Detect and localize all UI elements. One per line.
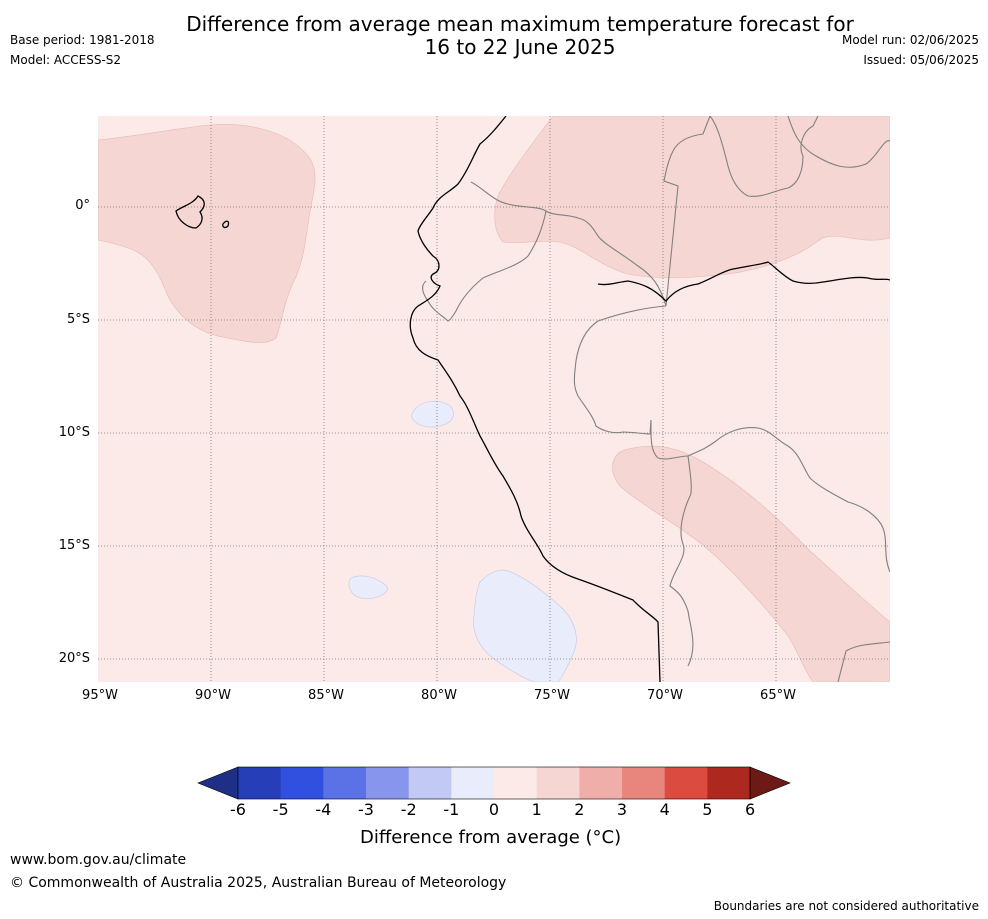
lat-label-0: 0° [75,198,90,213]
cool-region-offshore-large [473,569,577,682]
issued-date: Issued: 05/06/2025 [863,53,979,67]
meta-left: Base period: 1981-2018 Model: ACCESS-S2 [10,30,155,70]
lon-label-90w: 90°W [195,688,231,703]
lon-label-65w: 65°W [760,688,796,703]
colorbar-segment [664,767,708,799]
colorbar-segment [366,767,410,799]
colorbar-segment [707,767,751,799]
colorbar-segment [280,767,324,799]
colorbar-tick-label: -1 [443,800,460,819]
map-title-line2: 16 to 22 June 2025 [424,35,616,59]
lon-label-95w: 95°W [82,688,118,703]
warm-region-bolivia [612,445,890,682]
warm-region-galapagos [98,124,316,343]
forecast-map [98,116,890,682]
colorbar-title: Difference from average (°C) [360,827,622,848]
map-title-line1: Difference from average mean maximum tem… [186,12,854,36]
lon-label-80w: 80°W [421,688,457,703]
map-title: Difference from average mean maximum tem… [0,13,988,59]
coastlines [175,116,890,682]
meta-right: Model run: 02/06/2025 Issued: 05/06/2025 [842,30,979,70]
lon-label-70w: 70°W [647,688,683,703]
colorbar-tick-label: 3 [616,800,628,819]
colorbar-tick-label: 2 [574,800,585,819]
colorbar-segment [451,767,495,799]
lon-label-85w: 85°W [308,688,344,703]
model-run: Model run: 02/06/2025 [841,33,979,47]
colorbar-tick-label: 1 [531,800,542,819]
colorbar-segment [238,767,282,799]
colorbar-segment [494,767,538,799]
colorbar-extend-high [749,766,791,800]
lat-label-15s: 15°S [58,538,90,553]
cool-region-offshore-small [348,575,388,600]
colorbar-tick-label: 5 [702,800,713,819]
lat-label-20s: 20°S [58,651,90,666]
colorbar [197,766,791,800]
colorbar-segment [579,767,623,799]
colorbar-tick-label: 4 [659,800,670,819]
colorbar-tick-label: -6 [230,800,246,819]
model-name: Model: ACCESS-S2 [10,53,122,67]
colorbar-tick-label: -5 [272,800,289,819]
footer-copyright: © Commonwealth of Australia 2025, Austra… [10,875,507,891]
colorbar-tick-label: -2 [400,800,417,819]
colorbar-outline [237,766,751,800]
colorbar-segment [536,767,580,799]
colorbar-tick-label: -4 [315,800,332,819]
colorbar-segment [323,767,367,799]
lon-label-75w: 75°W [534,688,570,703]
map-gridlines [98,116,890,682]
footer-disclaimer: Boundaries are not considered authoritat… [713,899,979,913]
lat-label-10s: 10°S [58,425,90,440]
lat-label-5s: 5°S [66,312,90,327]
base-period: Base period: 1981-2018 [10,33,155,47]
colorbar-extend-low [197,766,239,800]
colorbar-tick-label: -3 [358,800,374,819]
colorbar-tick-label: 0 [488,800,500,819]
country-borders [422,116,890,682]
colorbar-segment [408,767,452,799]
footer-url: www.bom.gov.au/climate [10,852,187,868]
colorbar-tick-label: 6 [744,800,756,819]
cool-region-peru-coast [411,400,454,428]
colorbar-segment [622,767,666,799]
